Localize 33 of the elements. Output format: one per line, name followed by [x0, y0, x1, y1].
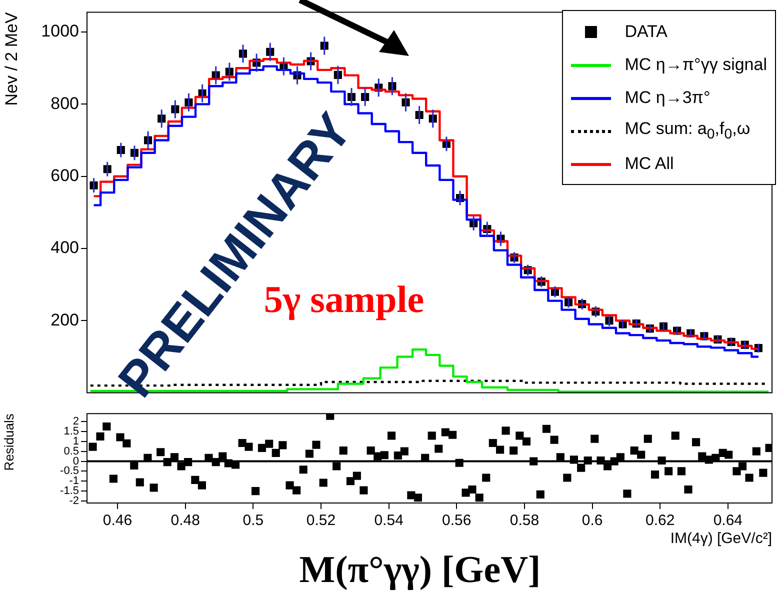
legend-label: MC η→π°γγ signal	[624, 54, 767, 74]
y-tick-label: 1	[72, 435, 79, 448]
y-tick-label: 0	[72, 455, 79, 468]
y-tick-label: 400	[50, 238, 79, 258]
x-tick-label: 0.56	[442, 512, 472, 530]
legend-label: DATA	[624, 22, 668, 42]
x-tick-label: 0.58	[510, 512, 540, 530]
y-tick-label: 200	[50, 310, 79, 330]
x-tick-label: 0.54	[374, 512, 404, 530]
y-axis-title: Nev / 2 MeV	[2, 12, 21, 106]
y-tick-label: -0.5	[60, 465, 79, 478]
x-tick-label: 0.64	[713, 512, 743, 530]
y-axis-title: Residuals	[1, 413, 16, 471]
y-tick-label: 1000	[41, 22, 79, 41]
y-tick-label: 600	[50, 166, 79, 186]
x-tick-label: 0.5	[242, 512, 264, 530]
y-tick-label: 1.5	[64, 426, 79, 438]
x-tick-label: 0.52	[306, 512, 336, 530]
x-axis-title: IM(4γ) [GeV/c²]	[670, 530, 772, 548]
text: M(π°γγ) [GeV]	[299, 548, 541, 592]
x-tick-label: 0.48	[170, 512, 200, 530]
y-tick-label: -1.5	[60, 485, 79, 498]
legend-label: MC η→3π°	[624, 88, 710, 108]
y-tick-label: -1	[69, 475, 79, 488]
legend-label: MC sum: a$_{0}$,f$_{0}$,ω	[624, 118, 750, 142]
y-tick-label: 800	[50, 94, 79, 113]
y-tick-label: 2	[72, 416, 79, 428]
y-tick-label: 0.5	[64, 445, 79, 458]
y-tick-label: -2	[69, 495, 79, 508]
x-tick-label: 0.46	[102, 512, 132, 530]
x-tick-label: 0.6	[582, 512, 603, 530]
x-tick-label: 0.62	[645, 512, 675, 530]
legend-label: MC All	[624, 154, 674, 174]
